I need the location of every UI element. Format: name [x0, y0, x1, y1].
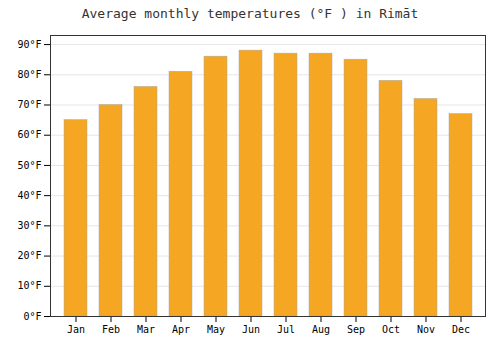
svg-text:Jul: Jul: [277, 324, 295, 335]
svg-text:Mar: Mar: [137, 324, 155, 335]
svg-text:Feb: Feb: [102, 324, 120, 335]
svg-text:70°F: 70°F: [17, 99, 41, 110]
svg-text:90°F: 90°F: [17, 39, 41, 50]
svg-text:Aug: Aug: [312, 324, 330, 335]
svg-text:Sep: Sep: [347, 324, 365, 335]
svg-text:Dec: Dec: [452, 324, 470, 335]
svg-text:May: May: [207, 324, 225, 335]
svg-text:40°F: 40°F: [17, 190, 41, 201]
svg-text:20°F: 20°F: [17, 250, 41, 261]
svg-text:Jun: Jun: [242, 324, 260, 335]
svg-text:50°F: 50°F: [17, 160, 41, 171]
svg-text:Oct: Oct: [382, 324, 400, 335]
html-text:Average monthly temperatures (: Average monthly temperatures (°F ) in Ri…: [81, 6, 419, 21]
svg-text:Nov: Nov: [417, 324, 435, 335]
svg-text:10°F: 10°F: [17, 280, 41, 291]
svg-text:80°F: 80°F: [17, 69, 41, 80]
svg-text:30°F: 30°F: [17, 220, 41, 231]
svg-text:60°F: 60°F: [17, 129, 41, 140]
svg-text:Jan: Jan: [67, 324, 85, 335]
svg-text:Apr: Apr: [172, 324, 190, 335]
svg-text:0°F: 0°F: [23, 311, 41, 322]
